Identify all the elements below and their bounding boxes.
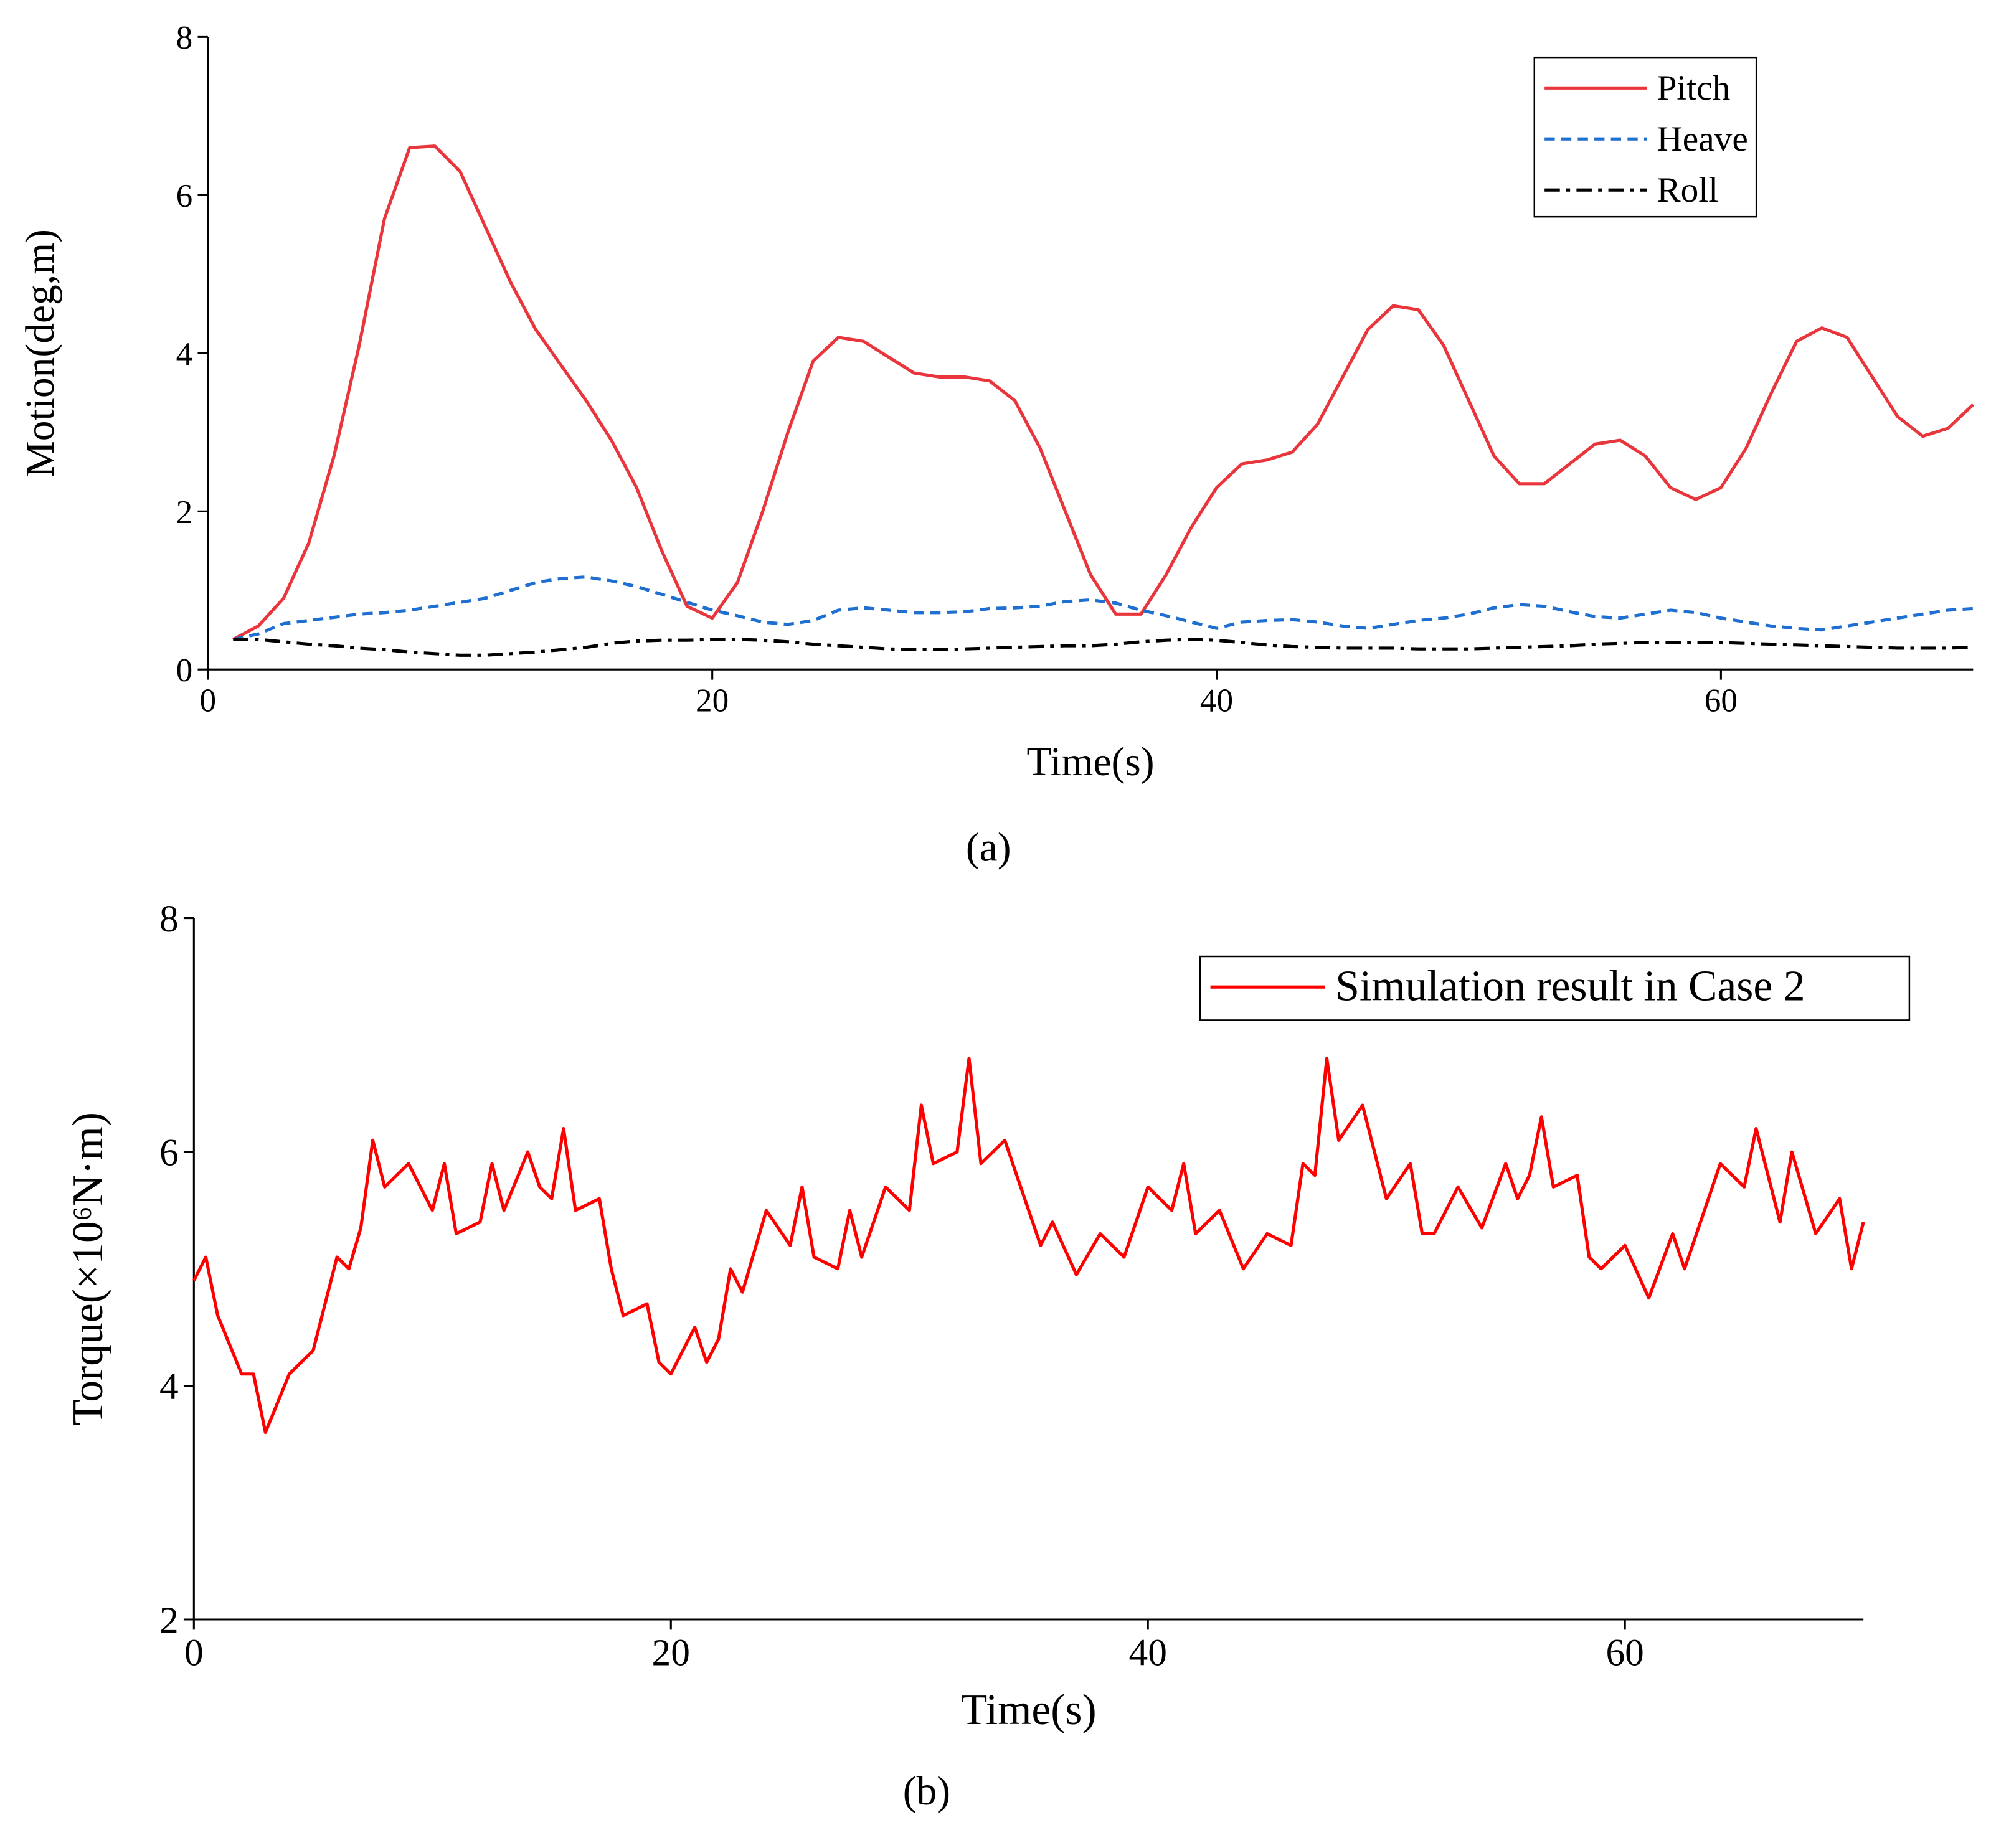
y-tick-label: 6	[176, 177, 193, 214]
legend-label: Simulation result in Case 2	[1335, 963, 1805, 1011]
y-tick-label: 6	[159, 1132, 179, 1174]
y-tick-label: 2	[176, 494, 193, 530]
y-axis-label: Torque(×10⁶N·m)	[64, 1112, 112, 1425]
x-tick-label: 60	[1606, 1632, 1643, 1674]
y-tick-label: 4	[159, 1365, 179, 1408]
x-axis-label: Time(s)	[961, 1686, 1097, 1734]
x-axis-label: Time(s)	[1027, 740, 1155, 785]
panel-caption: (a)	[966, 825, 1011, 870]
y-tick-label: 8	[176, 19, 193, 56]
x-tick-label: 0	[200, 682, 217, 719]
x-tick-label: 40	[1129, 1632, 1167, 1674]
legend-label: Pitch	[1657, 68, 1730, 108]
legend-label: Heave	[1657, 120, 1747, 159]
x-tick-label: 60	[1705, 682, 1738, 719]
x-tick-label: 0	[184, 1632, 204, 1674]
y-tick-label: 4	[176, 336, 193, 372]
y-tick-label: 2	[159, 1599, 179, 1641]
legend: Simulation result in Case 2	[1199, 955, 1911, 1021]
legend: Pitch Heave Roll	[1533, 56, 1757, 218]
series-line	[232, 144, 1975, 641]
x-tick-label: 40	[1200, 682, 1233, 719]
legend-label: Roll	[1657, 171, 1718, 210]
legend-box	[1199, 955, 1911, 1021]
panel-caption: (b)	[903, 1769, 950, 1814]
series-line	[192, 1057, 1865, 1435]
y-tick-label: 0	[176, 652, 193, 689]
series-line	[233, 638, 1974, 657]
x-tick-label: 20	[696, 682, 729, 719]
x-tick-label: 20	[652, 1632, 690, 1674]
y-axis-label: Motion(deg,m)	[18, 229, 63, 478]
series-line	[232, 575, 1974, 641]
y-tick-label: 8	[159, 898, 179, 940]
